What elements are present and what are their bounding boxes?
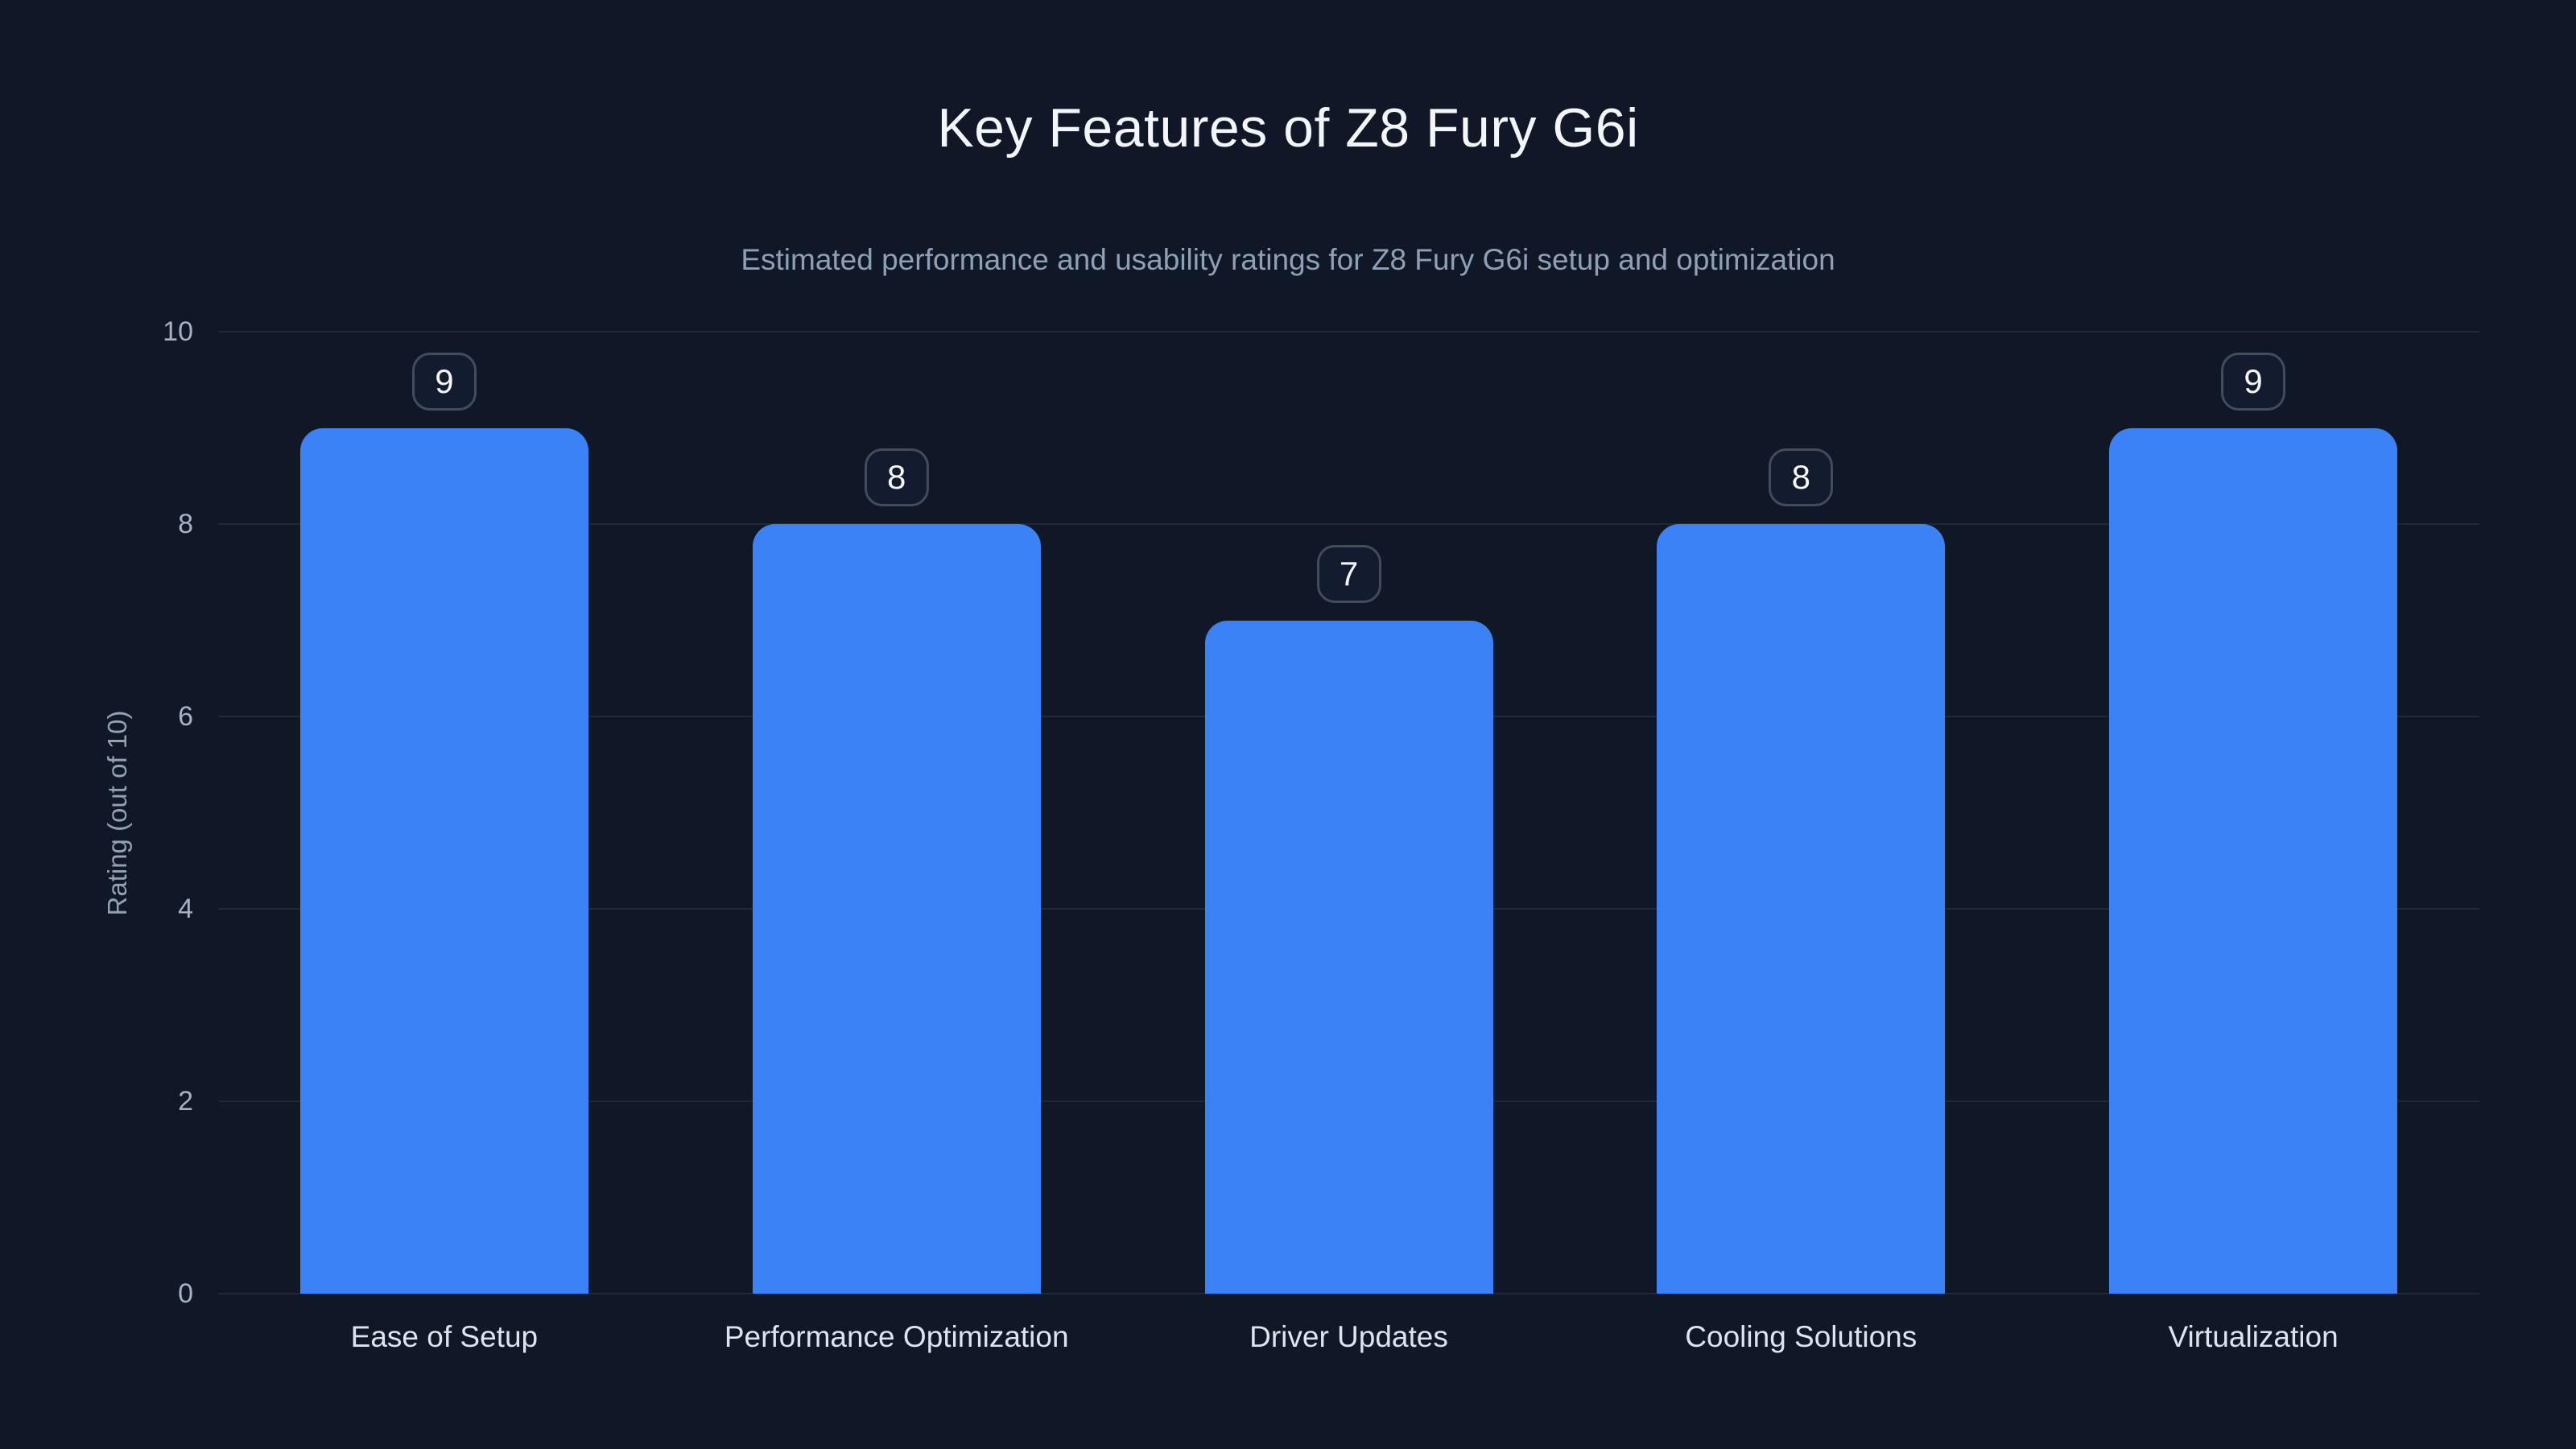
bar <box>299 427 588 1294</box>
gridline <box>218 523 2479 525</box>
bar <box>752 524 1041 1294</box>
y-axis-tick-label: 6 <box>178 701 193 732</box>
x-axis-category-label: Performance Optimization <box>724 1320 1069 1353</box>
y-axis-tick-label: 8 <box>178 509 193 539</box>
bar <box>2109 427 2398 1294</box>
x-axis-category-label: Ease of Setup <box>350 1320 539 1353</box>
x-axis-category-label: Cooling Solutions <box>1685 1320 1918 1353</box>
y-axis-tick-label: 4 <box>178 894 193 924</box>
bar-value-badge: 7 <box>1316 544 1381 603</box>
x-axis-baseline <box>218 1293 2479 1294</box>
bar-value-badge: 8 <box>864 448 929 506</box>
chart-title: Key Features of Z8 Fury G6i <box>937 97 1639 159</box>
bar <box>1657 524 1946 1294</box>
gridline <box>218 331 2479 332</box>
bar-value-badge: 9 <box>2221 352 2286 411</box>
y-axis-tick-label: 0 <box>178 1278 193 1309</box>
y-axis-tick-label: 2 <box>178 1086 193 1117</box>
x-axis-category-label: Driver Updates <box>1249 1320 1448 1353</box>
bar <box>1204 620 1493 1294</box>
chart-subtitle: Estimated performance and usability rati… <box>741 243 1835 276</box>
bar-value-badge: 8 <box>1769 448 1834 506</box>
x-axis-category-label: Virtualization <box>2168 1320 2339 1353</box>
y-axis-title: Rating (out of 10) <box>102 710 132 916</box>
y-axis-tick-label: 10 <box>163 316 193 347</box>
bar-value-badge: 9 <box>411 352 477 411</box>
